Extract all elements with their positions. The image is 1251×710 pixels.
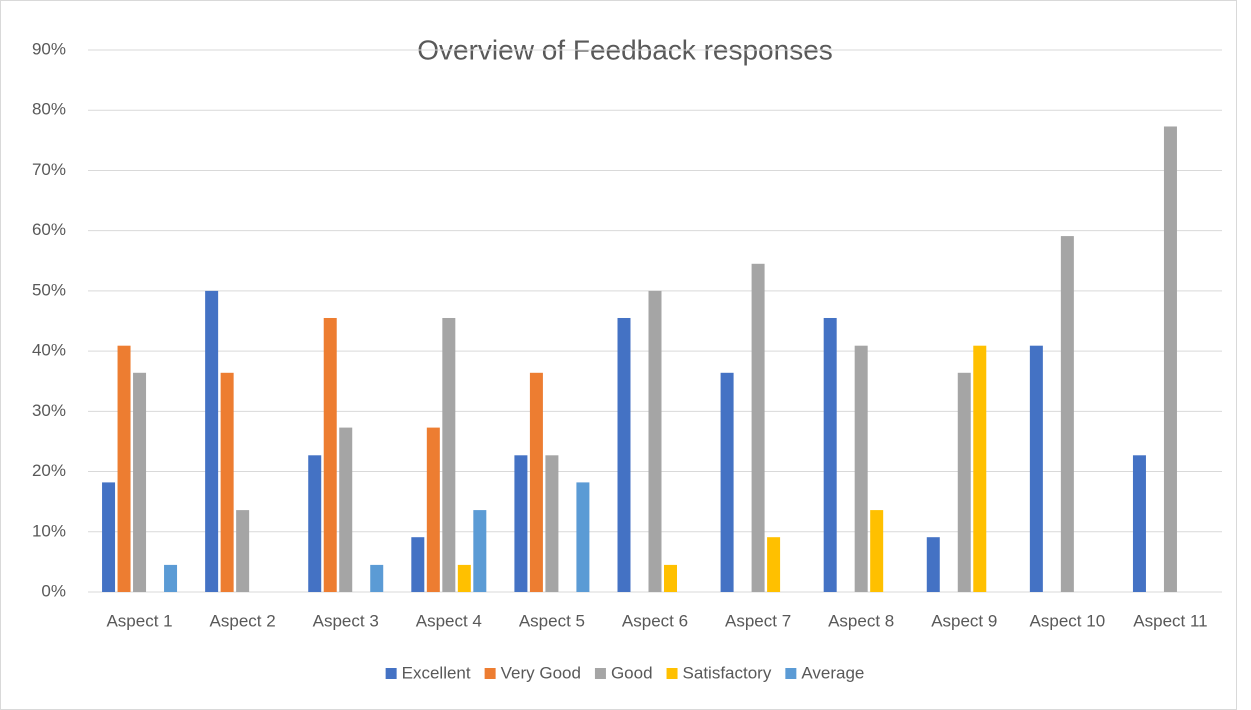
bar: [973, 345, 987, 592]
bar: [617, 317, 631, 592]
bar: [308, 455, 322, 592]
bar: [1060, 236, 1074, 592]
bar: [102, 482, 116, 592]
bar: [854, 345, 868, 592]
bar: [1029, 345, 1043, 592]
y-tick-label: 20%: [32, 461, 66, 480]
legend-swatch: [594, 668, 606, 679]
legend-label: Good: [611, 663, 653, 682]
legend-label: Satisfactory: [683, 663, 772, 682]
bar: [767, 537, 781, 592]
bar: [220, 372, 234, 592]
bar: [664, 564, 677, 592]
y-tick-label: 40%: [32, 341, 66, 360]
bar: [339, 427, 353, 592]
bar: [720, 372, 734, 592]
y-tick-label: 30%: [32, 401, 66, 420]
bar: [370, 564, 384, 592]
x-tick-label: Aspect 7: [725, 611, 791, 630]
y-tick-label: 10%: [32, 521, 66, 540]
y-tick-label: 60%: [32, 220, 66, 239]
bar: [323, 317, 337, 592]
bar: [426, 427, 440, 592]
x-tick-label: Aspect 3: [313, 611, 379, 630]
legend-label: Average: [801, 663, 864, 682]
bar: [473, 510, 487, 592]
bar: [823, 317, 837, 592]
bar: [164, 564, 178, 592]
bar: [236, 510, 250, 592]
bar: [870, 510, 884, 592]
bar: [957, 372, 971, 592]
x-tick-label: Aspect 1: [106, 611, 172, 630]
x-tick-label: Aspect 2: [210, 611, 276, 630]
bar: [1163, 126, 1177, 592]
bar: [457, 564, 471, 592]
x-tick-label: Aspect 9: [931, 611, 997, 630]
x-tick-label: Aspect 10: [1030, 611, 1106, 630]
legend-label: Very Good: [501, 663, 581, 682]
bar: [751, 263, 765, 592]
y-tick-label: 50%: [32, 280, 66, 299]
bar: [545, 455, 559, 592]
x-tick-label: Aspect 11: [1133, 611, 1207, 630]
bar: [926, 537, 940, 592]
bar: [442, 317, 456, 592]
legend-swatch: [385, 668, 397, 679]
bar: [1132, 455, 1146, 592]
bar: [117, 345, 131, 592]
y-tick-label: 90%: [32, 39, 66, 58]
bar: [576, 482, 590, 592]
x-tick-label: Aspect 6: [622, 611, 688, 630]
y-tick-label: 70%: [32, 160, 66, 179]
bar: [133, 372, 147, 592]
legend-label: Excellent: [402, 663, 471, 682]
bar: [648, 290, 662, 592]
bar: [411, 537, 425, 592]
y-tick-label: 0%: [41, 581, 66, 600]
legend-swatch: [666, 668, 678, 679]
bar: [514, 455, 528, 592]
bar: [529, 372, 543, 592]
legend-swatch: [484, 668, 496, 679]
x-tick-label: Aspect 4: [416, 611, 482, 630]
y-tick-label: 80%: [32, 100, 66, 119]
legend-swatch: [785, 668, 797, 679]
x-tick-label: Aspect 8: [828, 611, 894, 630]
bar: [205, 290, 219, 592]
x-tick-label: Aspect 5: [519, 611, 585, 630]
